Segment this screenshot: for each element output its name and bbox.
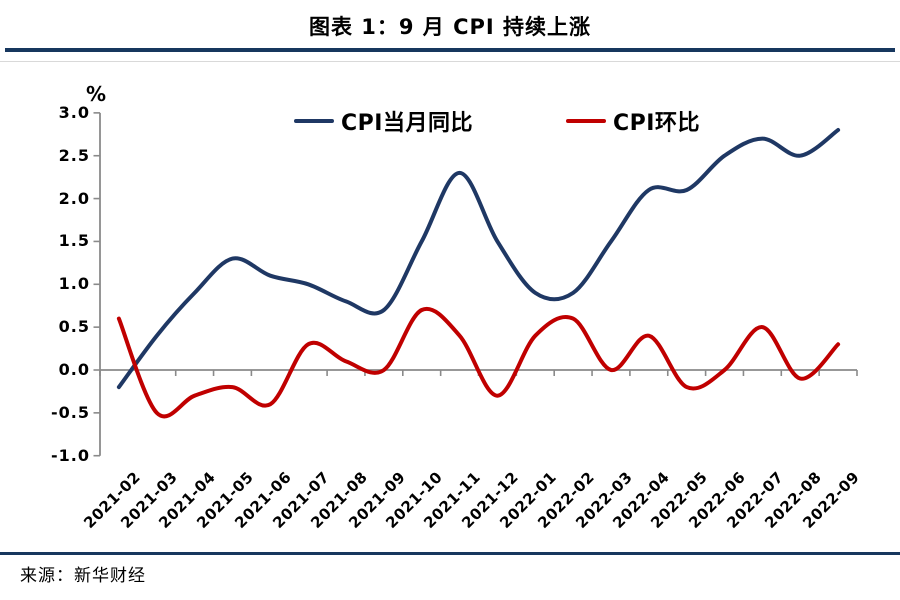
bottom-divider — [0, 552, 900, 555]
y-axis-tick-label: -0.5 — [51, 402, 90, 422]
legend-line-swatch-yoy — [294, 119, 334, 123]
y-axis-tick-label: 1.0 — [58, 274, 90, 294]
legend-item-cpi-yoy: CPI当月同比 — [294, 108, 473, 136]
y-axis-tick-label: 2.0 — [58, 188, 90, 208]
chart-title: 图表 1：9 月 CPI 持续上涨 — [308, 15, 592, 39]
y-axis-tick-label: 1.5 — [58, 231, 90, 251]
y-axis-tick-label: 2.5 — [58, 145, 90, 165]
y-axis-tick-label: 0.5 — [58, 317, 90, 337]
series-line-cpi-yoy — [116, 128, 841, 390]
legend-label-cpi-yoy: CPI当月同比 — [341, 111, 473, 136]
source-note: 来源：新华财经 — [20, 566, 146, 586]
legend-label-cpi-mom: CPI环比 — [613, 111, 700, 136]
y-axis-tick-label: 0.0 — [58, 360, 90, 379]
y-axis-tick-label: -1.0 — [51, 445, 90, 465]
y-axis-tick-label: 3.0 — [58, 102, 90, 122]
y-axis-unit-label: % — [86, 82, 107, 106]
legend-line-swatch-mom — [566, 119, 606, 123]
legend-item-cpi-mom: CPI环比 — [566, 108, 700, 136]
series-line-cpi-mom — [116, 306, 841, 419]
top-divider-shadow — [0, 61, 900, 62]
top-divider — [5, 48, 895, 52]
